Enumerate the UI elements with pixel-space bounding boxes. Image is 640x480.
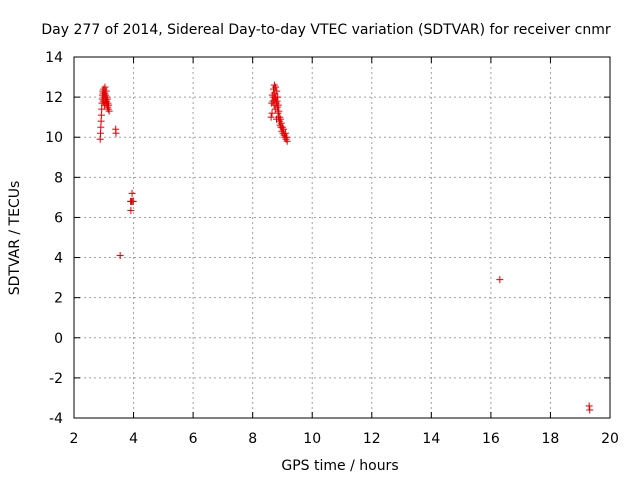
data-point [585, 402, 593, 410]
data-point [267, 113, 275, 121]
data-point [277, 119, 285, 127]
x-tick-label: 18 [542, 431, 560, 447]
data-points [96, 81, 594, 414]
data-point [273, 97, 281, 105]
data-point [97, 123, 105, 131]
y-tick-label: 6 [54, 210, 63, 226]
y-tick-label: 14 [45, 50, 63, 66]
data-point [96, 135, 104, 143]
data-point [273, 87, 281, 95]
x-tick-label: 10 [303, 431, 321, 447]
x-axis-label: GPS time / hours [281, 458, 398, 474]
y-axis-label: SDTVAR / TECUs [7, 181, 23, 296]
data-point [268, 109, 276, 117]
data-point [98, 105, 106, 113]
data-point [97, 129, 105, 137]
data-point [586, 406, 594, 414]
data-point [127, 206, 135, 214]
data-point [101, 83, 109, 91]
x-tick-label: 20 [601, 431, 619, 447]
y-tick-label: 0 [54, 331, 63, 347]
x-tick-label: 8 [248, 431, 257, 447]
data-point [112, 129, 120, 137]
data-point [128, 189, 136, 197]
y-tick-label: 10 [45, 130, 63, 146]
data-point [276, 115, 284, 123]
data-point [116, 252, 124, 260]
data-point [97, 117, 105, 125]
y-tick-label: 8 [54, 170, 63, 186]
data-point [129, 197, 137, 205]
data-point [272, 83, 280, 91]
data-point [105, 101, 113, 109]
data-point [275, 107, 283, 115]
x-tick-label: 6 [189, 431, 198, 447]
x-tick-label: 2 [70, 431, 79, 447]
data-point [496, 276, 504, 284]
data-point [102, 87, 110, 95]
data-point [280, 125, 288, 133]
x-tick-label: 14 [422, 431, 440, 447]
y-tick-label: -4 [49, 411, 63, 427]
data-point [105, 107, 113, 115]
data-point [103, 95, 111, 103]
data-point [97, 111, 105, 119]
data-point [281, 129, 289, 137]
x-tick-label: 4 [129, 431, 138, 447]
y-tick-label: 12 [45, 90, 63, 106]
x-tick-label: 12 [363, 431, 381, 447]
data-point [283, 137, 291, 145]
y-tick-label: -2 [49, 371, 63, 387]
x-tick-labels: 2 4 6 8 10 12 14 16 18 20 [70, 431, 619, 447]
chart-title: Day 277 of 2014, Sidereal Day-to-day VTE… [41, 22, 610, 38]
data-point [283, 133, 291, 141]
data-point [274, 93, 282, 101]
y-tick-labels: -4 -2 0 2 4 6 8 10 12 14 [45, 50, 63, 427]
y-tick-label: 2 [54, 291, 63, 307]
x-tick-label: 16 [482, 431, 500, 447]
grid [74, 57, 610, 418]
plot-frame [73, 56, 611, 419]
y-tick-label: 4 [54, 251, 63, 267]
data-point [274, 101, 282, 109]
axis-ticks [73, 56, 611, 419]
